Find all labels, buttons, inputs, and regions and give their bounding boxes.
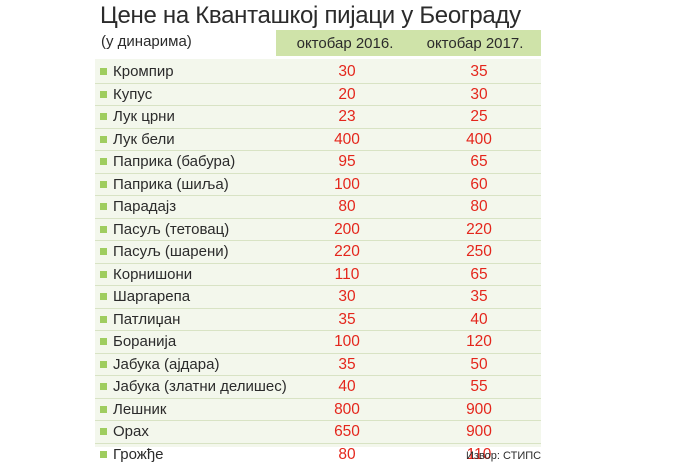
square-bullet-icon xyxy=(100,360,107,368)
price-2017: 35 xyxy=(470,63,488,80)
price-2017: 80 xyxy=(470,198,488,215)
price-2017: 25 xyxy=(470,108,488,125)
price-2017: 250 xyxy=(466,243,492,260)
square-bullet-icon xyxy=(100,270,107,278)
price-table: Кромпир 30 35 Купус 20 30 Лук црни 23 25 Лук бели… xyxy=(95,61,541,465)
price-2017: 900 xyxy=(466,423,492,440)
table-background xyxy=(95,59,541,447)
product-name: Шаргарепа xyxy=(113,288,191,305)
price-2016: 40 xyxy=(338,378,356,395)
price-2016: 35 xyxy=(338,310,356,328)
square-bullet-icon xyxy=(100,428,107,435)
product-name: Кромпир xyxy=(113,63,174,80)
page-title: Цене на Кванташкој пијаци у Београду xyxy=(100,2,521,29)
price-2016: 80 xyxy=(338,445,356,463)
product-name: Патлиџан xyxy=(113,310,181,328)
table-row: Корнишони 110 65 xyxy=(95,264,541,286)
table-row: Шаргарепа 30 35 xyxy=(95,286,541,309)
table-row: Пасуљ (шарени) 220 250 xyxy=(95,241,541,264)
square-bullet-icon xyxy=(100,90,107,98)
price-2016: 95 xyxy=(338,153,356,170)
product-name: Грожђе xyxy=(113,445,164,463)
price-2016: 650 xyxy=(334,423,360,440)
table-row: Купус 20 30 xyxy=(95,84,541,106)
price-2016: 220 xyxy=(334,243,360,260)
square-bullet-icon xyxy=(100,180,107,188)
product-name: Корнишони xyxy=(113,265,193,283)
price-2017: 65 xyxy=(470,153,488,170)
price-2017: 220 xyxy=(466,220,492,238)
table-row: Паприка (шиља) 100 60 xyxy=(95,174,541,196)
product-name: Јабука (ајдара) xyxy=(113,355,220,373)
table-row: Пасуљ (тетовац) 200 220 xyxy=(95,219,541,241)
table-row: Лук бели 400 400 xyxy=(95,129,541,151)
product-name: Лук бели xyxy=(113,130,175,148)
unit-subtitle: (у динарима) xyxy=(101,33,192,50)
square-bullet-icon xyxy=(100,450,107,458)
table-row: Грожђе 80 110 xyxy=(95,444,541,465)
product-name: Боранија xyxy=(113,333,177,350)
column-header-2017: октобар 2017. xyxy=(426,35,524,52)
price-2016: 30 xyxy=(338,63,356,80)
price-2016: 200 xyxy=(334,220,360,238)
product-name: Парадајз xyxy=(113,198,177,215)
price-2017: 110 xyxy=(466,445,492,463)
square-bullet-icon xyxy=(100,293,107,300)
table-row: Лешник 800 900 xyxy=(95,399,541,421)
price-2017: 900 xyxy=(466,400,492,418)
product-name: Паприка (шиља) xyxy=(113,175,229,193)
product-name: Јабука (златни делишес) xyxy=(113,378,287,395)
square-bullet-icon xyxy=(100,113,107,120)
table-row: Јабука (златни делишес) 40 55 xyxy=(95,376,541,399)
square-bullet-icon xyxy=(100,338,107,345)
price-2016: 100 xyxy=(334,333,360,350)
product-name: Пасуљ (шарени) xyxy=(113,243,229,260)
price-2017: 30 xyxy=(470,85,488,103)
price-2017: 35 xyxy=(470,288,488,305)
table-row: Лук црни 23 25 xyxy=(95,106,541,129)
table-row: Патлиџан 35 40 xyxy=(95,309,541,331)
square-bullet-icon xyxy=(100,158,107,165)
square-bullet-icon xyxy=(100,135,107,143)
table-row: Кромпир 30 35 xyxy=(95,61,541,84)
product-name: Купус xyxy=(113,85,153,103)
table-row: Боранија 100 120 xyxy=(95,331,541,354)
price-2016: 20 xyxy=(338,85,356,103)
product-name: Паприка (бабура) xyxy=(113,153,236,170)
square-bullet-icon xyxy=(100,68,107,75)
price-2017: 60 xyxy=(470,175,488,193)
price-2016: 80 xyxy=(338,198,356,215)
square-bullet-icon xyxy=(100,405,107,413)
price-2016: 30 xyxy=(338,288,356,305)
table-row: Парадајз 80 80 xyxy=(95,196,541,219)
table-row: Орах 650 900 xyxy=(95,421,541,444)
square-bullet-icon xyxy=(100,203,107,210)
square-bullet-icon xyxy=(100,383,107,390)
product-name: Пасуљ (тетовац) xyxy=(113,220,230,238)
column-header-2016: октобар 2016. xyxy=(296,35,394,52)
column-header-band xyxy=(276,30,541,56)
price-2017: 400 xyxy=(466,130,492,148)
price-2016: 400 xyxy=(334,130,360,148)
price-2017: 40 xyxy=(470,310,488,328)
price-2016: 23 xyxy=(338,108,356,125)
table-row: Јабука (ајдара) 35 50 xyxy=(95,354,541,376)
price-2017: 120 xyxy=(466,333,492,350)
product-name: Лешник xyxy=(113,400,167,418)
price-2017: 65 xyxy=(470,265,488,283)
product-name: Орах xyxy=(113,423,149,440)
price-2016: 100 xyxy=(334,175,360,193)
price-2016: 35 xyxy=(338,355,356,373)
table-row: Паприка (бабура) 95 65 xyxy=(95,151,541,174)
price-2016: 110 xyxy=(334,265,360,283)
source-note: Извор: СТИПС xyxy=(466,450,542,462)
price-2017: 55 xyxy=(470,378,488,395)
price-2017: 50 xyxy=(470,355,488,373)
square-bullet-icon xyxy=(100,248,107,255)
square-bullet-icon xyxy=(100,315,107,323)
square-bullet-icon xyxy=(100,225,107,233)
price-2016: 800 xyxy=(334,400,360,418)
product-name: Лук црни xyxy=(113,108,175,125)
